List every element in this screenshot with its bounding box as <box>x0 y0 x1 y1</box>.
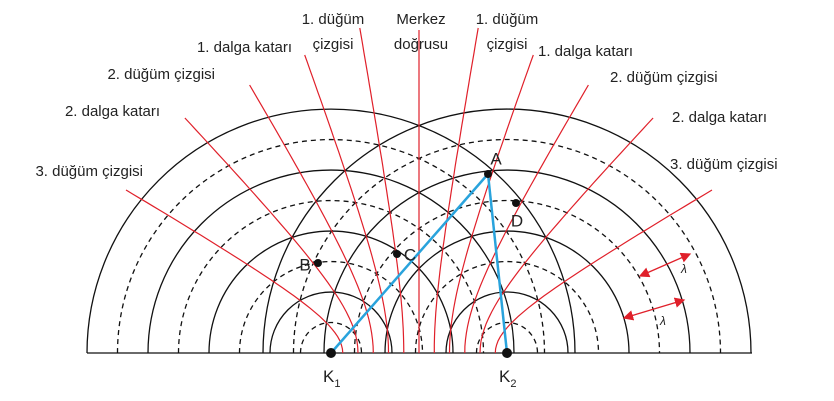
line-label: 2. düğüm çizgisi <box>107 66 215 83</box>
line-label: çizgisi <box>313 36 354 53</box>
antinodal-line <box>184 117 359 354</box>
line-label: 2. dalga katarı <box>65 103 160 120</box>
nodal-line <box>494 189 713 354</box>
line-label: 1. düğüm <box>302 11 365 28</box>
line-label: 1. dalga katarı <box>197 39 292 56</box>
line-label: 1. dalga katarı <box>538 43 633 60</box>
source-label: K1 <box>323 367 340 389</box>
center-label: doğrusu <box>394 36 448 53</box>
wavelength-arrow <box>622 297 686 321</box>
line-label: 3. düğüm çizgisi <box>670 156 778 173</box>
wave-trough <box>116 138 546 354</box>
wavelength-label: λ <box>659 314 666 328</box>
point <box>512 199 520 207</box>
wave-trough <box>414 260 600 354</box>
wave-trough <box>475 321 539 354</box>
point <box>484 170 492 178</box>
wave-crest <box>323 169 691 354</box>
path-k1-a <box>330 173 489 354</box>
point <box>314 259 322 267</box>
source-label: K2 <box>499 367 516 389</box>
nodal-line <box>359 27 405 354</box>
wave-crest <box>86 108 576 354</box>
source-letter: K <box>499 367 511 386</box>
antinodal-line <box>479 117 654 354</box>
wave-crest <box>147 169 515 354</box>
nodal-line <box>249 84 374 354</box>
point <box>393 250 401 258</box>
point-label: A <box>490 149 502 168</box>
nodal-line <box>464 84 589 354</box>
wave-crest <box>384 230 630 354</box>
wavelength-label: λ <box>680 262 687 276</box>
wave-crest <box>262 108 752 354</box>
source <box>502 348 512 358</box>
path-k2-a <box>486 173 509 354</box>
point-label: C <box>404 245 416 264</box>
wave-trough <box>292 138 722 354</box>
source-subscript: 1 <box>334 378 340 390</box>
line-label: 3. düğüm çizgisi <box>35 163 143 180</box>
line-label: 2. dalga katarı <box>672 109 767 126</box>
wavelength-arrow <box>638 252 692 278</box>
source-subscript: 2 <box>510 378 516 390</box>
wave-trough <box>238 260 424 354</box>
wave-trough <box>299 321 363 354</box>
wave-crest <box>269 291 393 354</box>
nodal-line <box>125 189 344 354</box>
line-label: çizgisi <box>487 36 528 53</box>
point-label: B <box>299 255 310 274</box>
wave-crest <box>445 291 569 354</box>
center-label: Merkez <box>396 11 445 28</box>
line-label: 2. düğüm çizgisi <box>610 69 718 86</box>
wave-trough <box>353 199 661 354</box>
antinodal-line <box>448 54 534 354</box>
line-label: 1. düğüm <box>476 11 539 28</box>
wave-trough <box>177 199 485 354</box>
nodal-line <box>433 27 479 353</box>
source-letter: K <box>323 367 335 386</box>
source <box>326 348 336 358</box>
point-label: D <box>511 211 523 230</box>
antinodal-line <box>304 54 390 354</box>
